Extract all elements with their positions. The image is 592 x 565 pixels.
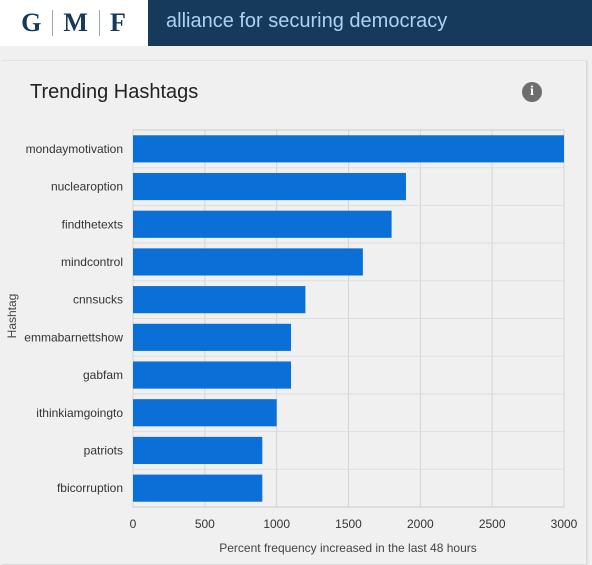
category-label: emmabarnettshow (24, 330, 123, 344)
y-axis-title: Hashtag (5, 294, 19, 339)
x-tick-label: 500 (195, 517, 215, 531)
x-axis-title: Percent frequency increased in the last … (219, 541, 476, 555)
category-label: findthetexts (62, 217, 123, 231)
bar-emmabarnettshow[interactable] (133, 323, 292, 351)
bar-cnnsucks[interactable] (133, 286, 306, 314)
category-label: ithinkiamgoingto (36, 406, 123, 420)
category-label: mindcontrol (61, 255, 123, 269)
logo-letter-m: M (63, 8, 89, 37)
category-label: mondaymotivation (26, 142, 123, 156)
bar-mindcontrol[interactable] (133, 248, 363, 276)
bar-mondaymotivation[interactable] (133, 135, 564, 163)
bar-nuclearoption[interactable] (133, 172, 406, 201)
category-label: gabfam (83, 368, 123, 382)
logo-letter-g: G (21, 8, 43, 37)
bar-gabfam[interactable] (133, 361, 292, 389)
x-tick-label: 2000 (407, 517, 434, 531)
x-tick-label: 1000 (263, 517, 290, 531)
bar-ithinkiamgoingto[interactable] (133, 399, 277, 427)
logo-letter-f: F (109, 8, 127, 37)
x-tick-labels: 0 500 1000 1500 2000 2500 3000 (130, 517, 578, 531)
x-tick-label: 2500 (479, 517, 506, 531)
card-title: Trending Hashtags (30, 81, 199, 103)
category-label: nuclearoption (51, 180, 123, 194)
bar-patriots[interactable] (133, 436, 263, 465)
logo-divider (98, 10, 100, 36)
site-header: G M F alliance for securing democracy (0, 0, 592, 46)
chart-bars (133, 135, 564, 502)
gmf-logo[interactable]: G M F (0, 0, 148, 46)
site-tagline[interactable]: alliance for securing democracy (166, 10, 448, 32)
category-label: fbicorruption (57, 481, 123, 495)
x-tick-label: 0 (130, 517, 137, 531)
category-labels: mondaymotivation nuclearoption findthetext… (24, 142, 123, 495)
bar-fbicorruption[interactable] (133, 474, 263, 502)
x-tick-label: 1500 (335, 517, 362, 531)
info-icon[interactable]: i (522, 82, 542, 102)
category-label: patriots (84, 443, 123, 457)
bar-findthetexts[interactable] (133, 210, 392, 238)
x-tick-label: 3000 (551, 517, 578, 531)
logo-divider (52, 10, 54, 36)
category-label: cnnsucks (73, 293, 123, 307)
